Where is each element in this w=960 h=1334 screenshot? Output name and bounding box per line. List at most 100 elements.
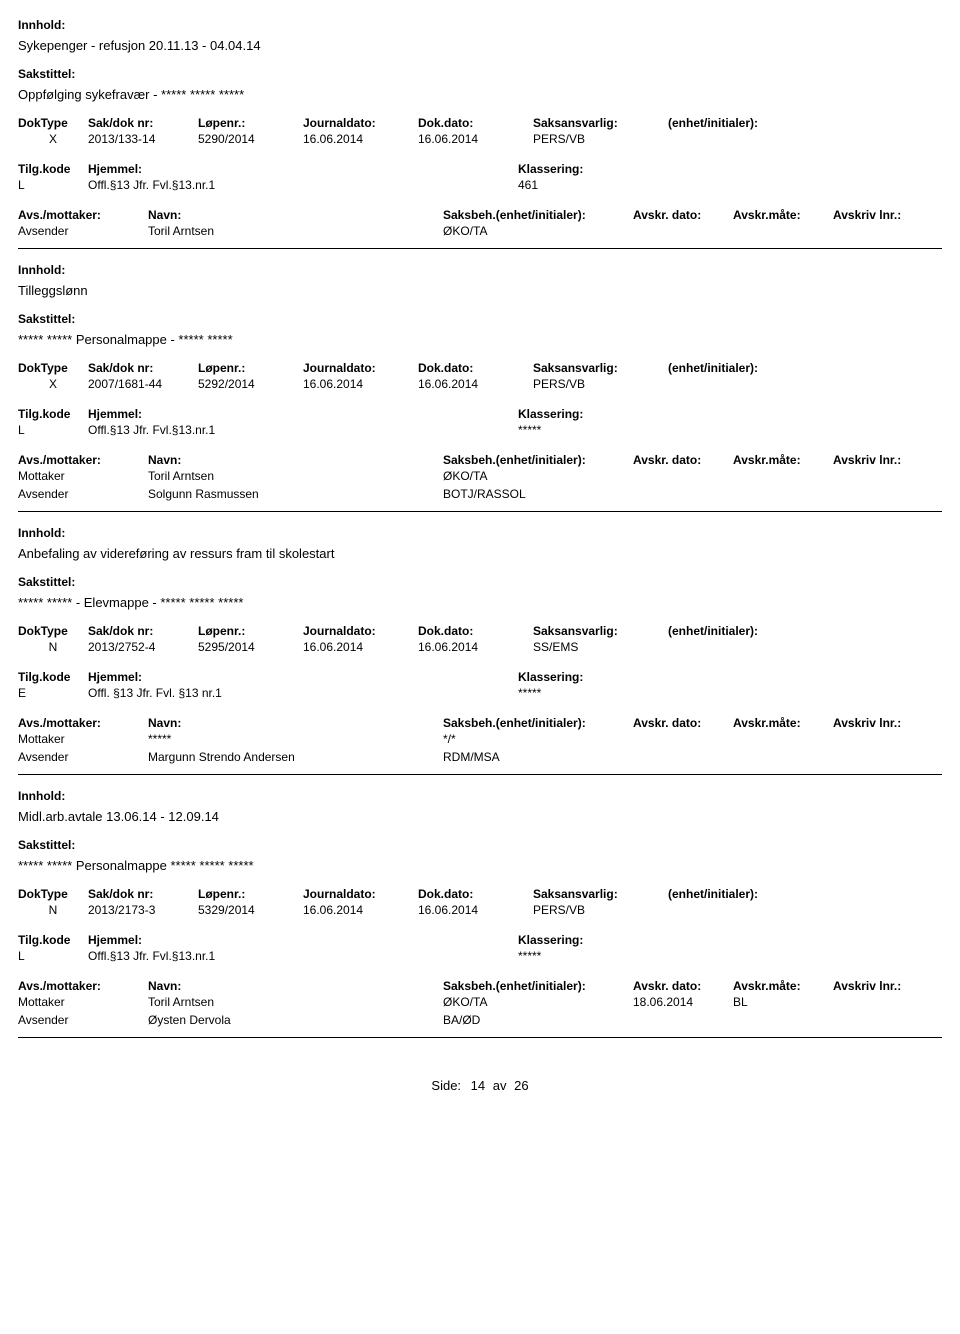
party-avskrdato (633, 487, 733, 501)
tilgkode-value: L (18, 949, 88, 963)
party-avskrmate (733, 1013, 833, 1027)
klassering-value: ***** (518, 423, 818, 437)
enhet-header: (enhet/initialer): (668, 361, 818, 375)
klassering-value: ***** (518, 686, 818, 700)
enhet-header: (enhet/initialer): (668, 887, 818, 901)
enhet-value (668, 903, 818, 917)
avskrlnr-header: Avskriv lnr.: (833, 716, 933, 730)
doc-header-row: DokTypeSak/dok nr:Løpenr.:Journaldato:Do… (18, 887, 942, 901)
navn-header: Navn: (93, 208, 443, 222)
saksbeh-header: Saksbeh.(enhet/initialer): (443, 208, 633, 222)
klassering-header: Klassering: (518, 407, 818, 421)
avskrdato-header: Avskr. dato: (633, 208, 733, 222)
sakstittel-label: Sakstittel: (18, 575, 942, 589)
avsmottaker-header: Avs./mottaker: (18, 716, 93, 730)
avskrlnr-header: Avskriv lnr.: (833, 453, 933, 467)
party-avskrdato (633, 750, 733, 764)
tilgkode-header: Tilg.kode (18, 933, 88, 947)
sakstittel-label: Sakstittel: (18, 312, 942, 326)
journaldato-header: Journaldato: (303, 116, 418, 130)
sakstittel-text: ***** ***** Personalmappe ***** ***** **… (18, 858, 942, 873)
party-header-row: Avs./mottaker:Navn:Saksbeh.(enhet/initia… (18, 714, 942, 730)
enhet-value (668, 377, 818, 391)
hjemmel-header: Hjemmel: (88, 407, 518, 421)
dokdato-value: 16.06.2014 (418, 640, 533, 654)
party-avskrmate: BL (733, 995, 833, 1009)
innhold-text: Sykepenger - refusjon 20.11.13 - 04.04.1… (18, 38, 942, 53)
saksbeh-header: Saksbeh.(enhet/initialer): (443, 716, 633, 730)
tilgkode-value: L (18, 178, 88, 192)
party-avskrdato (633, 732, 733, 746)
hjemmel-value: Offl.§13 Jfr. Fvl.§13.nr.1 (88, 423, 518, 437)
journaldato-value: 16.06.2014 (303, 640, 418, 654)
innhold-text: Midl.arb.avtale 13.06.14 - 12.09.14 (18, 809, 942, 824)
dokdato-value: 16.06.2014 (418, 377, 533, 391)
hjemmel-header: Hjemmel: (88, 933, 518, 947)
party-avskrlnr (833, 224, 933, 238)
sakdok-header: Sak/dok nr: (88, 624, 198, 638)
klassering-header: Klassering: (518, 162, 818, 176)
lopenr-header: Løpenr.: (198, 361, 303, 375)
navn-header: Navn: (93, 979, 443, 993)
party-role: Avsender (18, 487, 93, 501)
doc-header-row: DokTypeSak/dok nr:Løpenr.:Journaldato:Do… (18, 116, 942, 130)
innhold-label: Innhold: (18, 263, 942, 277)
avskrlnr-header: Avskriv lnr.: (833, 979, 933, 993)
innhold-label: Innhold: (18, 18, 942, 32)
lopenr-value: 5295/2014 (198, 640, 303, 654)
innhold-text: Tilleggslønn (18, 283, 942, 298)
party-avskrlnr (833, 487, 933, 501)
party-avskrmate (733, 469, 833, 483)
journaldato-value: 16.06.2014 (303, 132, 418, 146)
dokdato-value: 16.06.2014 (418, 132, 533, 146)
party-header-row: Avs./mottaker:Navn:Saksbeh.(enhet/initia… (18, 977, 942, 993)
avskrmate-header: Avskr.måte: (733, 716, 833, 730)
navn-header: Navn: (93, 716, 443, 730)
record-divider (18, 248, 942, 249)
avskrmate-header: Avskr.måte: (733, 208, 833, 222)
sakstittel-text: ***** ***** Personalmappe - ***** ***** (18, 332, 942, 347)
party-name: Solgunn Rasmussen (93, 487, 443, 501)
saksbeh-header: Saksbeh.(enhet/initialer): (443, 453, 633, 467)
sakdok-value: 2013/2173-3 (88, 903, 198, 917)
hjemmel-header-row: Tilg.kodeHjemmel:Klassering: (18, 405, 942, 421)
party-row: MottakerToril ArntsenØKO/TA (18, 467, 942, 485)
dokdato-header: Dok.dato: (418, 361, 533, 375)
page-number: 14 (471, 1078, 485, 1093)
party-avskrlnr (833, 732, 933, 746)
doc-header-row: DokTypeSak/dok nr:Løpenr.:Journaldato:Do… (18, 361, 942, 375)
sakdok-header: Sak/dok nr: (88, 361, 198, 375)
record: Innhold:Anbefaling av videreføring av re… (18, 526, 942, 775)
doktype-value: N (18, 903, 88, 917)
party-row: Mottaker******/* (18, 730, 942, 748)
hjemmel-value: Offl.§13 Jfr. Fvl.§13.nr.1 (88, 178, 518, 192)
party-role: Avsender (18, 750, 93, 764)
doktype-header: DokType (18, 887, 88, 901)
journaldato-value: 16.06.2014 (303, 377, 418, 391)
hjemmel-value: Offl. §13 Jfr. Fvl. §13 nr.1 (88, 686, 518, 700)
hjemmel-header-row: Tilg.kodeHjemmel:Klassering: (18, 160, 942, 176)
party-avskrdato (633, 224, 733, 238)
saksansvarlig-value: PERS/VB (533, 903, 668, 917)
party-avskrmate (733, 487, 833, 501)
saksansvarlig-header: Saksansvarlig: (533, 361, 668, 375)
enhet-value (668, 132, 818, 146)
sakdok-value: 2013/2752-4 (88, 640, 198, 654)
doc-data-row: N2013/2752-45295/201416.06.201416.06.201… (18, 638, 942, 656)
party-name: Øysten Dervola (93, 1013, 443, 1027)
page-total: 26 (514, 1078, 528, 1093)
party-avskrdato: 18.06.2014 (633, 995, 733, 1009)
party-role: Avsender (18, 1013, 93, 1027)
dokdato-header: Dok.dato: (418, 624, 533, 638)
party-code: BA/ØD (443, 1013, 633, 1027)
hjemmel-header-row: Tilg.kodeHjemmel:Klassering: (18, 668, 942, 684)
doktype-header: DokType (18, 624, 88, 638)
sakdok-header: Sak/dok nr: (88, 116, 198, 130)
party-avskrlnr (833, 750, 933, 764)
sakstittel-label: Sakstittel: (18, 67, 942, 81)
innhold-label: Innhold: (18, 789, 942, 803)
party-role: Mottaker (18, 469, 93, 483)
avskrmate-header: Avskr.måte: (733, 979, 833, 993)
doc-data-row: X2013/133-145290/201416.06.201416.06.201… (18, 130, 942, 148)
doktype-header: DokType (18, 116, 88, 130)
